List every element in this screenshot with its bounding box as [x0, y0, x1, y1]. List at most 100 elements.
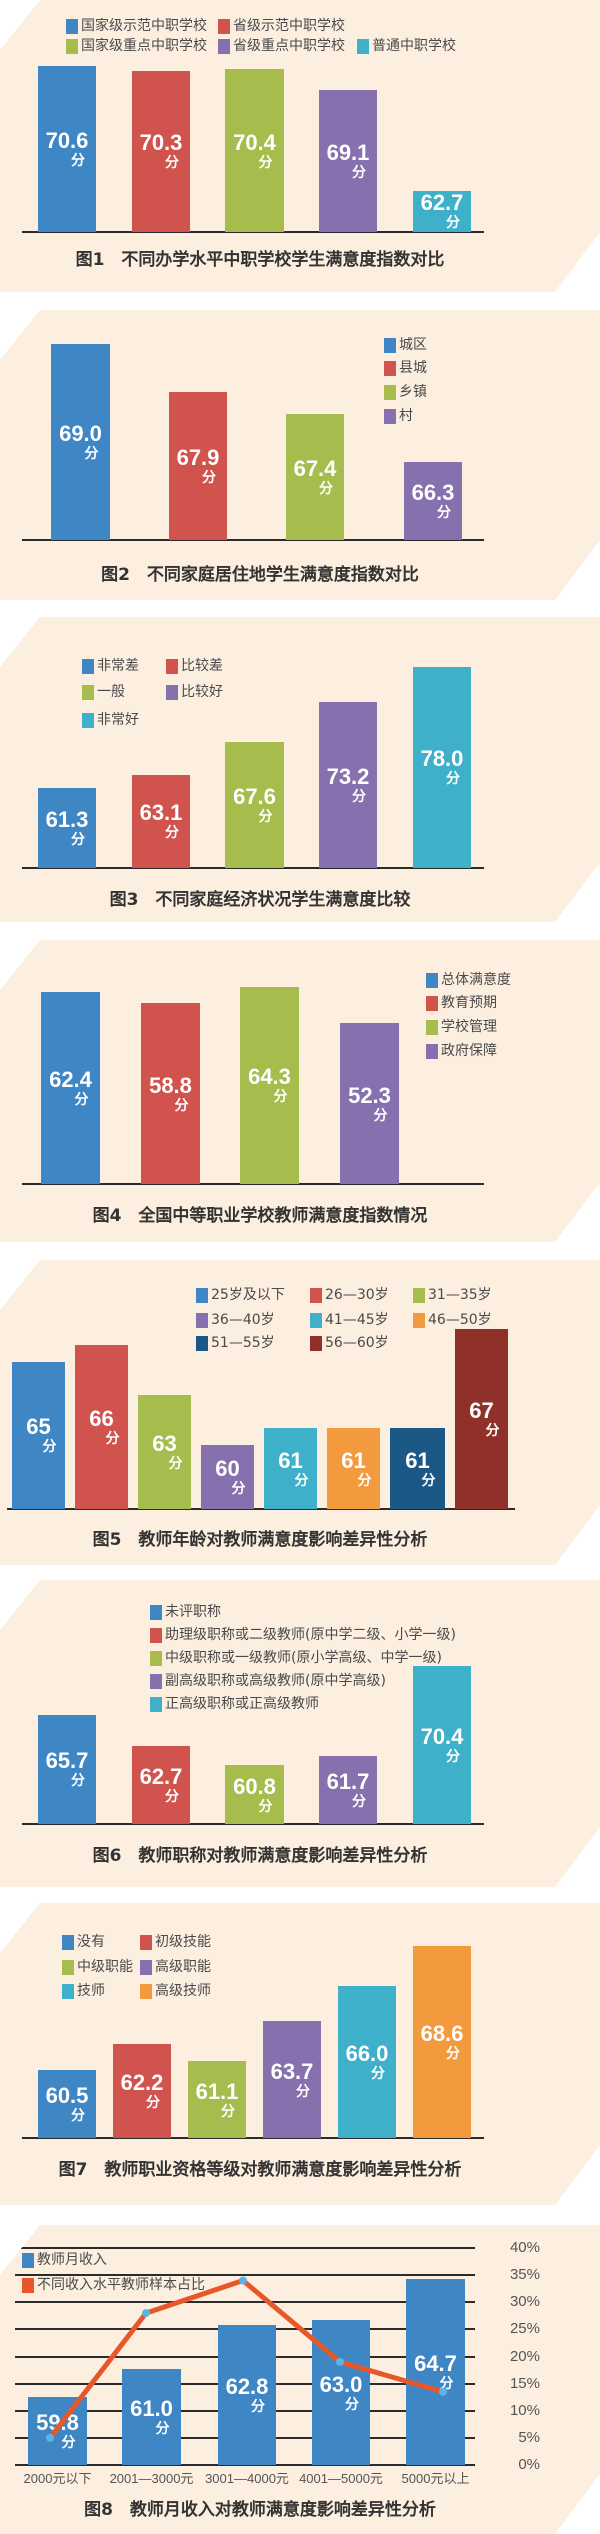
bar-unit-label: 分: [74, 1092, 89, 1109]
gridline: [15, 2247, 475, 2249]
bar-value-label: 70.3: [139, 130, 183, 156]
legend-item: 25岁及以下: [196, 1287, 285, 1303]
legend-label: 总体满意度: [441, 972, 511, 988]
legend-swatch: [82, 684, 94, 700]
legend-label: 普通中职学校: [372, 38, 456, 54]
bar-value-label: 64.3: [248, 1064, 291, 1090]
bar-unit-label: 分: [258, 809, 273, 826]
legend-swatch: [196, 1335, 208, 1351]
legend-label: 中级职能: [77, 1959, 133, 1975]
legend-item: 普通中职学校: [357, 38, 456, 54]
bar: [390, 1428, 445, 1509]
legend-swatch: [82, 658, 94, 674]
bar: [169, 392, 227, 540]
legend-swatch: [150, 1673, 162, 1689]
legend-item: 未评职称: [150, 1604, 221, 1620]
bar: [240, 986, 299, 1184]
bar: [340, 1023, 399, 1184]
bar-value-label: 68.6: [420, 2020, 464, 2046]
bar-value-label: 78.0: [420, 746, 464, 772]
bar-value-label: 63.7: [270, 2058, 314, 2084]
legend-item: 高级职能: [140, 1959, 211, 1975]
bar: [404, 461, 462, 540]
legend-item: 城区: [384, 337, 427, 353]
bar: [132, 774, 190, 868]
figure-caption: 图3 不同家庭经济状况学生满意度比较: [109, 890, 411, 910]
legend-label: 一般: [97, 684, 125, 700]
legend-label: 31—35岁: [428, 1287, 492, 1303]
bar-unit-label: 分: [165, 1788, 179, 1805]
legend-label: 不同收入水平教师样本占比: [37, 2277, 205, 2293]
line-point: [336, 2357, 344, 2366]
bar-value-label: 67: [469, 1397, 494, 1423]
bar: [413, 1945, 471, 2138]
legend-label: 政府保障: [441, 1043, 497, 1059]
chart-panel-3: 61.3 分 63.1 分 67.6 分 73.2 分 78.0 分非常差 比较差 一般 比较好 非常好图…: [0, 617, 600, 922]
legend-swatch: [166, 658, 178, 674]
bar-unit-label: 分: [71, 2108, 85, 2125]
chart-panel-6: 65.7 分 62.7 分 60.8 分 61.7 分 70.4 分未评职称 助理级职称或二级教师(…: [0, 1580, 600, 1887]
gridline: [15, 2274, 475, 2277]
figure-caption: 图1 不同办学水平中职学校学生满意度指数对比: [75, 250, 445, 270]
legend-swatch: [140, 1934, 152, 1950]
legend-swatch: [66, 38, 78, 54]
legend-swatch: [310, 1335, 322, 1351]
legend-item: 教育预期: [426, 995, 497, 1011]
bar-value-label: 70.4: [420, 1724, 464, 1750]
sample-share-line-chart: [46, 2276, 447, 2442]
bar-unit-label: 分: [202, 470, 216, 487]
bar-unit-label: 分: [258, 154, 273, 171]
legend-label: 国家级示范中职学校: [81, 18, 207, 34]
bar-unit-label: 分: [352, 788, 366, 805]
legend-swatch: [140, 1983, 152, 1999]
bar-value-label: 62.7: [139, 1763, 183, 1789]
x-axis-line: [22, 2137, 484, 2139]
legend-item: 36—40岁: [196, 1312, 275, 1328]
bar-unit-label: 分: [174, 1097, 189, 1114]
chart-panel-4: 62.4 分 58.8 分 64.3 分 52.3 分总体满意度 教育预期 学校管理 政府保障 图4 …: [0, 940, 600, 1242]
bar-unit-label: 分: [437, 504, 451, 521]
bar-unit-label: 分: [155, 2420, 170, 2437]
legend-swatch: [166, 684, 178, 700]
legend-swatch: [66, 18, 78, 34]
legend-item: 高级技师: [140, 1983, 211, 1999]
legend-item: 技师: [62, 1983, 105, 1999]
legend-item: 总体满意度: [426, 972, 511, 988]
legend-swatch: [413, 1312, 425, 1328]
legend-swatch: [218, 18, 230, 34]
legend-label: 省级重点中职学校: [233, 38, 345, 54]
bar: [38, 1714, 96, 1824]
bar-value-label: 70.4: [233, 129, 276, 155]
bar-unit-label: 分: [84, 446, 99, 463]
legend-label: 非常差: [97, 658, 139, 674]
legend-label: 国家级重点中职学校: [81, 38, 207, 54]
legend-item: 县城: [384, 360, 427, 376]
bar: [218, 2325, 276, 2465]
legend-swatch: [426, 995, 438, 1011]
bar-unit-label: 分: [61, 2435, 76, 2452]
legend-label: 教育预期: [441, 995, 497, 1011]
legend-item: 副高级职称或高级教师(原中学高级): [150, 1673, 386, 1689]
legend-label: 25岁及以下: [211, 1287, 285, 1303]
legend-swatch: [62, 1934, 74, 1950]
legend-item: 省级示范中职学校: [218, 18, 345, 34]
legend-swatch: [384, 384, 396, 400]
legend-item: 村: [384, 408, 413, 424]
legend-item: 不同收入水平教师样本占比: [22, 2277, 205, 2293]
legend-label: 未评职称: [165, 1604, 221, 1620]
bar-unit-label: 分: [446, 215, 460, 232]
legend-swatch: [150, 1604, 162, 1620]
bar: [327, 1428, 380, 1509]
gridline: [15, 2301, 475, 2304]
legend-label: 26—30岁: [325, 1287, 389, 1303]
bar: [188, 2061, 246, 2138]
legend-item: 56—60岁: [310, 1335, 389, 1351]
bar: [113, 2044, 171, 2138]
legend-swatch: [384, 360, 396, 376]
bar-value-label: 69.0: [59, 421, 102, 447]
legend-swatch: [426, 1019, 438, 1035]
legend-swatch: [150, 1627, 162, 1643]
legend-item: 正高级职称或正高级教师: [150, 1696, 319, 1712]
bar: [141, 1003, 200, 1184]
bar-value-label: 66.0: [345, 2040, 389, 2066]
